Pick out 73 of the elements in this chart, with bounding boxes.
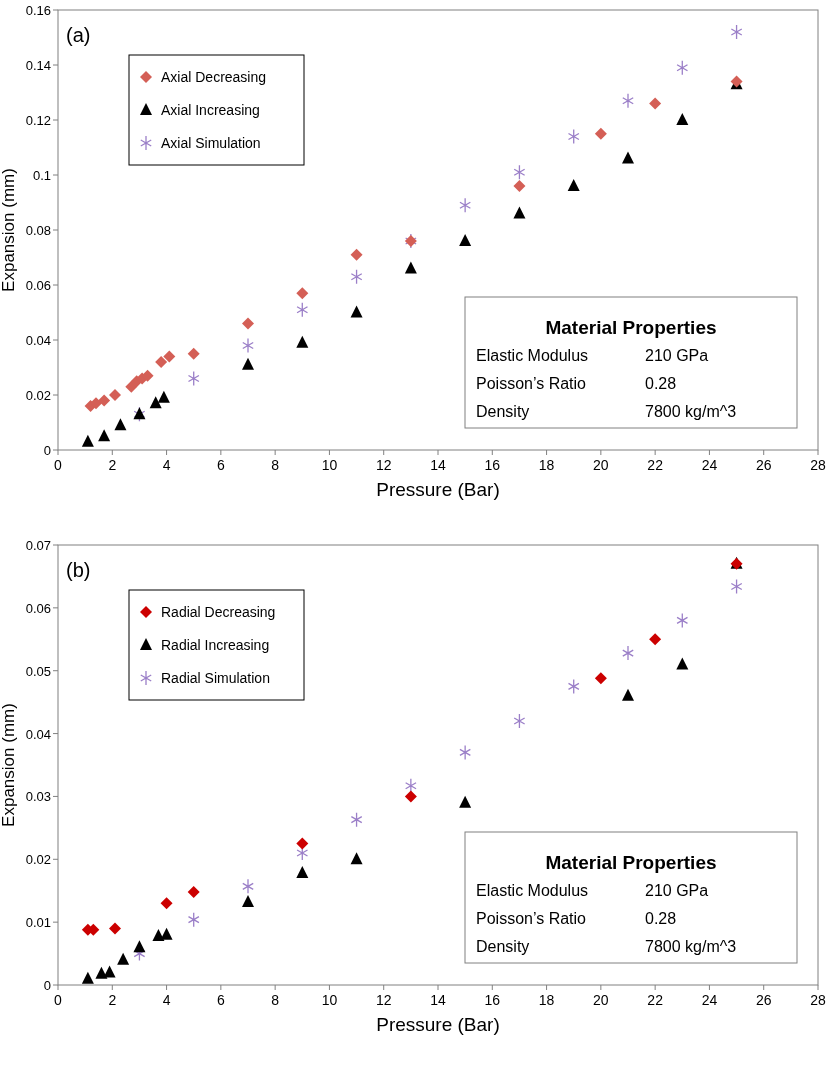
x-axis-title: Pressure (Bar) xyxy=(376,479,500,500)
legend-label: Radial Simulation xyxy=(161,670,270,686)
y-tick-label: 0.03 xyxy=(25,789,51,805)
annotation: (a) xyxy=(66,24,91,46)
annotation: 0.28 xyxy=(645,910,677,927)
y-tick-label: 0.16 xyxy=(25,3,51,18)
x-tick-label: 16 xyxy=(484,457,501,473)
annotation: 210 GPa xyxy=(645,882,709,899)
y-tick-label: 0.04 xyxy=(25,726,51,742)
x-tick-label: 10 xyxy=(321,992,338,1008)
x-tick-label: 28 xyxy=(810,457,826,473)
x-tick-label: 24 xyxy=(701,457,718,473)
x-tick-label: 8 xyxy=(271,992,280,1008)
legend-label: Radial Increasing xyxy=(161,637,270,653)
x-tick-label: 6 xyxy=(216,992,225,1008)
x-tick-label: 22 xyxy=(647,457,664,473)
x-tick-label: 26 xyxy=(755,992,772,1008)
x-tick-label: 20 xyxy=(593,992,609,1008)
annotation: (b) xyxy=(66,559,91,581)
legend-label: Axial Simulation xyxy=(161,135,261,151)
annotation: 7800 kg/m^3 xyxy=(645,938,737,955)
x-tick-label: 4 xyxy=(162,992,171,1008)
x-tick-label: 0 xyxy=(54,457,63,473)
x-tick-label: 16 xyxy=(484,992,501,1008)
x-tick-label: 2 xyxy=(108,457,117,473)
y-tick-label: 0.07 xyxy=(25,538,51,553)
x-tick-label: 20 xyxy=(593,457,609,473)
annotation: 0.28 xyxy=(645,375,677,392)
y-tick-label: 0.06 xyxy=(25,600,51,616)
legend-label: Axial Increasing xyxy=(161,102,260,118)
x-tick-label: 2 xyxy=(108,992,117,1008)
x-tick-label: 28 xyxy=(810,992,826,1008)
y-tick-label: 0.04 xyxy=(25,333,51,348)
y-tick-label: 0 xyxy=(43,978,51,993)
x-tick-label: 18 xyxy=(538,457,555,473)
x-tick-label: 12 xyxy=(375,992,392,1008)
y-axis-title: Expansion (mm) xyxy=(0,703,18,827)
y-tick-label: 0.08 xyxy=(25,223,51,238)
annotation: Poisson’s Ratio xyxy=(476,910,587,927)
x-tick-label: 12 xyxy=(375,457,392,473)
x-axis-title: Pressure (Bar) xyxy=(376,1014,500,1035)
x-tick-label: 22 xyxy=(647,992,664,1008)
y-tick-label: 0 xyxy=(43,443,51,458)
x-tick-label: 14 xyxy=(430,992,446,1008)
y-tick-label: 0.01 xyxy=(25,915,51,931)
y-tick-label: 0.02 xyxy=(25,388,51,403)
x-tick-label: 8 xyxy=(271,457,280,473)
annotation: Material Properties xyxy=(545,317,717,338)
annotation: Elastic Modulus xyxy=(476,347,589,364)
x-tick-label: 18 xyxy=(538,992,555,1008)
y-axis-title: Expansion (mm) xyxy=(0,168,18,292)
x-tick-label: 24 xyxy=(701,992,718,1008)
annotation: Elastic Modulus xyxy=(476,882,589,899)
y-tick-label: 0.1 xyxy=(32,168,51,183)
x-tick-label: 6 xyxy=(216,457,225,473)
annotation: Density xyxy=(476,938,530,955)
annotation: 7800 kg/m^3 xyxy=(645,403,737,420)
x-tick-label: 14 xyxy=(430,457,446,473)
annotation: Material Properties xyxy=(545,852,717,873)
annotation: 210 GPa xyxy=(645,347,709,364)
y-tick-label: 0.14 xyxy=(25,58,51,73)
annotation: Density xyxy=(476,403,530,420)
x-tick-label: 0 xyxy=(54,992,63,1008)
annotation: Poisson’s Ratio xyxy=(476,375,587,392)
x-tick-label: 26 xyxy=(755,457,772,473)
y-tick-label: 0.12 xyxy=(25,113,51,128)
x-tick-label: 10 xyxy=(321,457,338,473)
legend-label: Radial Decreasing xyxy=(161,604,276,620)
y-tick-label: 0.05 xyxy=(25,663,51,679)
y-tick-label: 0.02 xyxy=(25,852,51,868)
y-tick-label: 0.06 xyxy=(25,278,51,293)
legend-label: Axial Decreasing xyxy=(161,69,267,85)
x-tick-label: 4 xyxy=(162,457,171,473)
